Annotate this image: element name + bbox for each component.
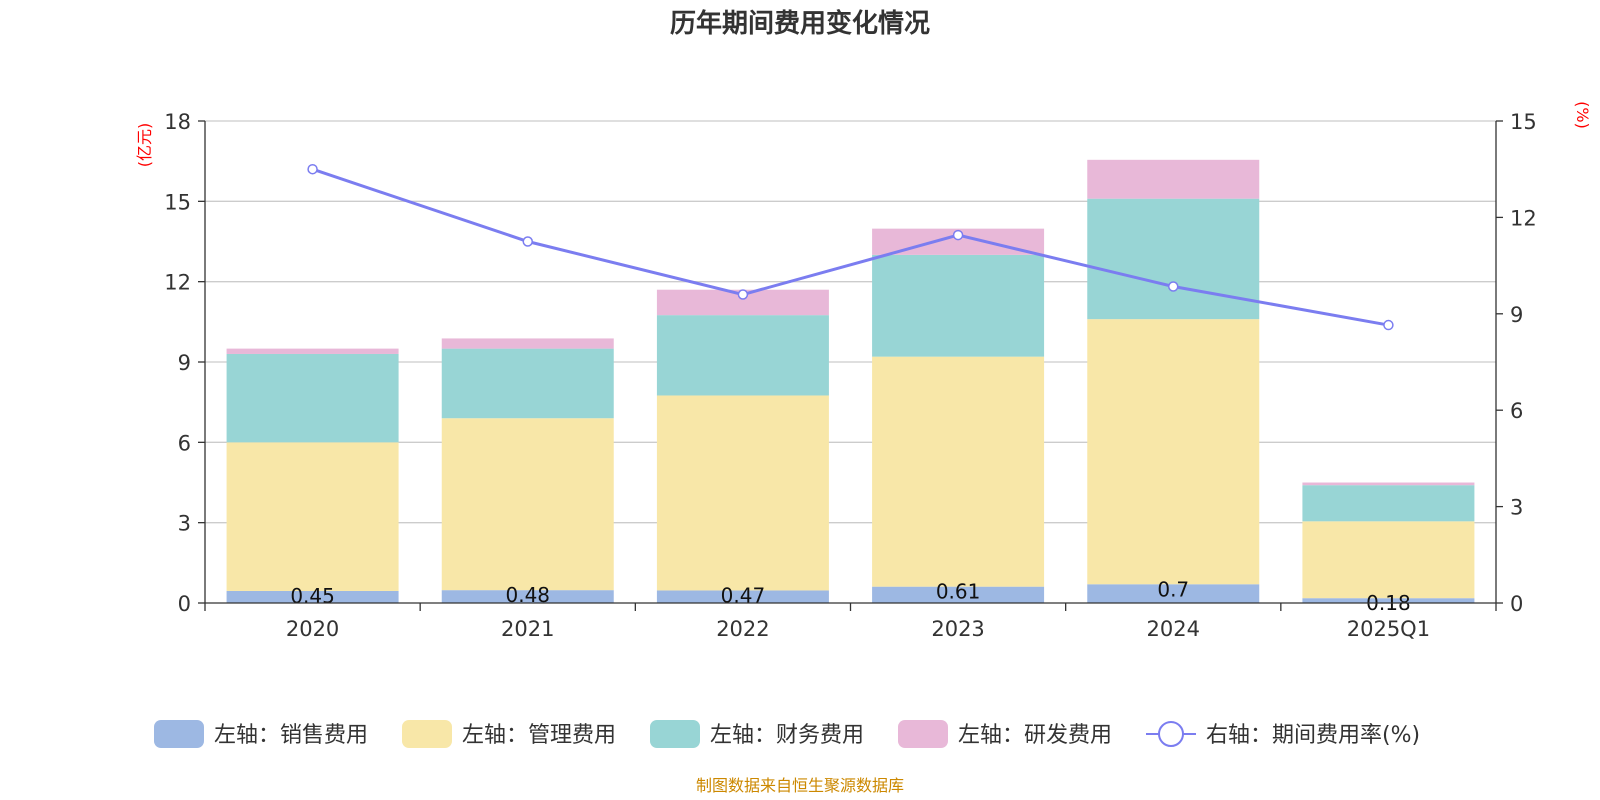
bar-segment [656,395,829,591]
left-tick-label: 6 [178,431,191,455]
chart-title: 历年期间费用变化情况 [670,8,930,39]
legend: 左轴：销售费用 左轴：管理费用 左轴：财务费用 左轴：研发费用 右轴：期间费用率(%) [154,720,1420,748]
bar-segment [1302,598,1475,603]
rate-point [1168,281,1179,292]
bar-segment [226,348,399,354]
bar-data-label: 0.45 [290,584,335,608]
bar-segment [656,590,829,603]
bar-data-label: 0.61 [936,580,981,604]
legend-marker [1158,721,1184,747]
legend-item: 左轴：销售费用 [154,720,368,748]
grid-layer [205,120,1496,524]
bar-segment [1302,482,1475,486]
bar-segment [1087,584,1260,603]
axes-layer: 0 3 6 9 12 15 18 0 3 6 9 12 15 2020 2021 2022 2023 2024 20… [164,110,1536,641]
source-note: 制图数据来自恒生聚源数据库 [696,776,904,795]
left-axis-unit: (亿元) [135,123,154,168]
legend-label: 左轴：管理费用 [462,723,616,748]
bar-segment [872,356,1045,587]
legend-swatch [898,720,948,748]
bar-segment [226,442,399,591]
bar-segment [441,590,614,603]
rate-point [737,289,749,300]
bar-segment [441,348,614,419]
x-tick-label: 2020 [286,617,339,641]
bars-layer [226,159,1475,603]
x-tick-label: 2023 [931,617,984,641]
left-tick-label: 3 [178,512,191,536]
right-tick-label: 6 [1510,399,1523,423]
bar-segment [656,315,829,396]
rate-point [522,236,533,247]
rate-point [307,163,318,175]
left-tick-label: 9 [178,351,191,375]
legend-label: 左轴：销售费用 [214,723,368,748]
legend-label: 右轴：期间费用率(%) [1206,723,1420,748]
rate-line [312,167,1389,327]
bar-segment [226,353,399,443]
left-tick-label: 18 [164,110,191,134]
bar-data-label: 0.7 [1157,577,1189,601]
rate-point [952,229,964,241]
bar-segment [1302,485,1475,522]
right-axis-unit: (%) [1573,101,1592,129]
right-tick-label: 12 [1510,206,1537,230]
left-tick-label: 0 [178,592,191,616]
bar-segment [872,586,1045,603]
legend-item: 左轴：财务费用 [650,720,864,748]
legend-label: 左轴：财务费用 [710,723,864,748]
legend-label: 左轴：研发费用 [958,723,1112,748]
right-tick-label: 3 [1510,496,1523,520]
x-tick-label: 2021 [501,617,554,641]
right-tick-label: 0 [1510,592,1523,616]
left-tick-label: 15 [164,190,191,214]
left-tick-label: 12 [164,271,191,295]
bar-segment [226,590,399,603]
right-tick-label: 15 [1510,110,1537,134]
bar-segment [872,254,1045,357]
bar-segment [1087,198,1260,320]
bar-segment [1087,319,1260,585]
bar-data-label: 0.47 [721,583,766,607]
legend-item: 左轴：研发费用 [898,720,1112,748]
bar-segment [1087,159,1260,199]
bar-segment [1302,521,1475,599]
bar-segment [441,418,614,591]
legend-item: 左轴：管理费用 [402,720,616,748]
bar-segment [441,338,614,349]
legend-swatch [154,720,204,748]
right-tick-label: 9 [1510,303,1523,327]
x-tick-label: 2025Q1 [1347,617,1430,641]
legend-swatch [650,720,700,748]
rate-line-layer [307,163,1394,331]
x-tick-label: 2022 [716,617,769,641]
legend-swatch [402,720,452,748]
legend-item: 右轴：期间费用率(%) [1146,721,1420,748]
x-tick-label: 2024 [1147,617,1200,641]
rate-point [1383,319,1394,331]
